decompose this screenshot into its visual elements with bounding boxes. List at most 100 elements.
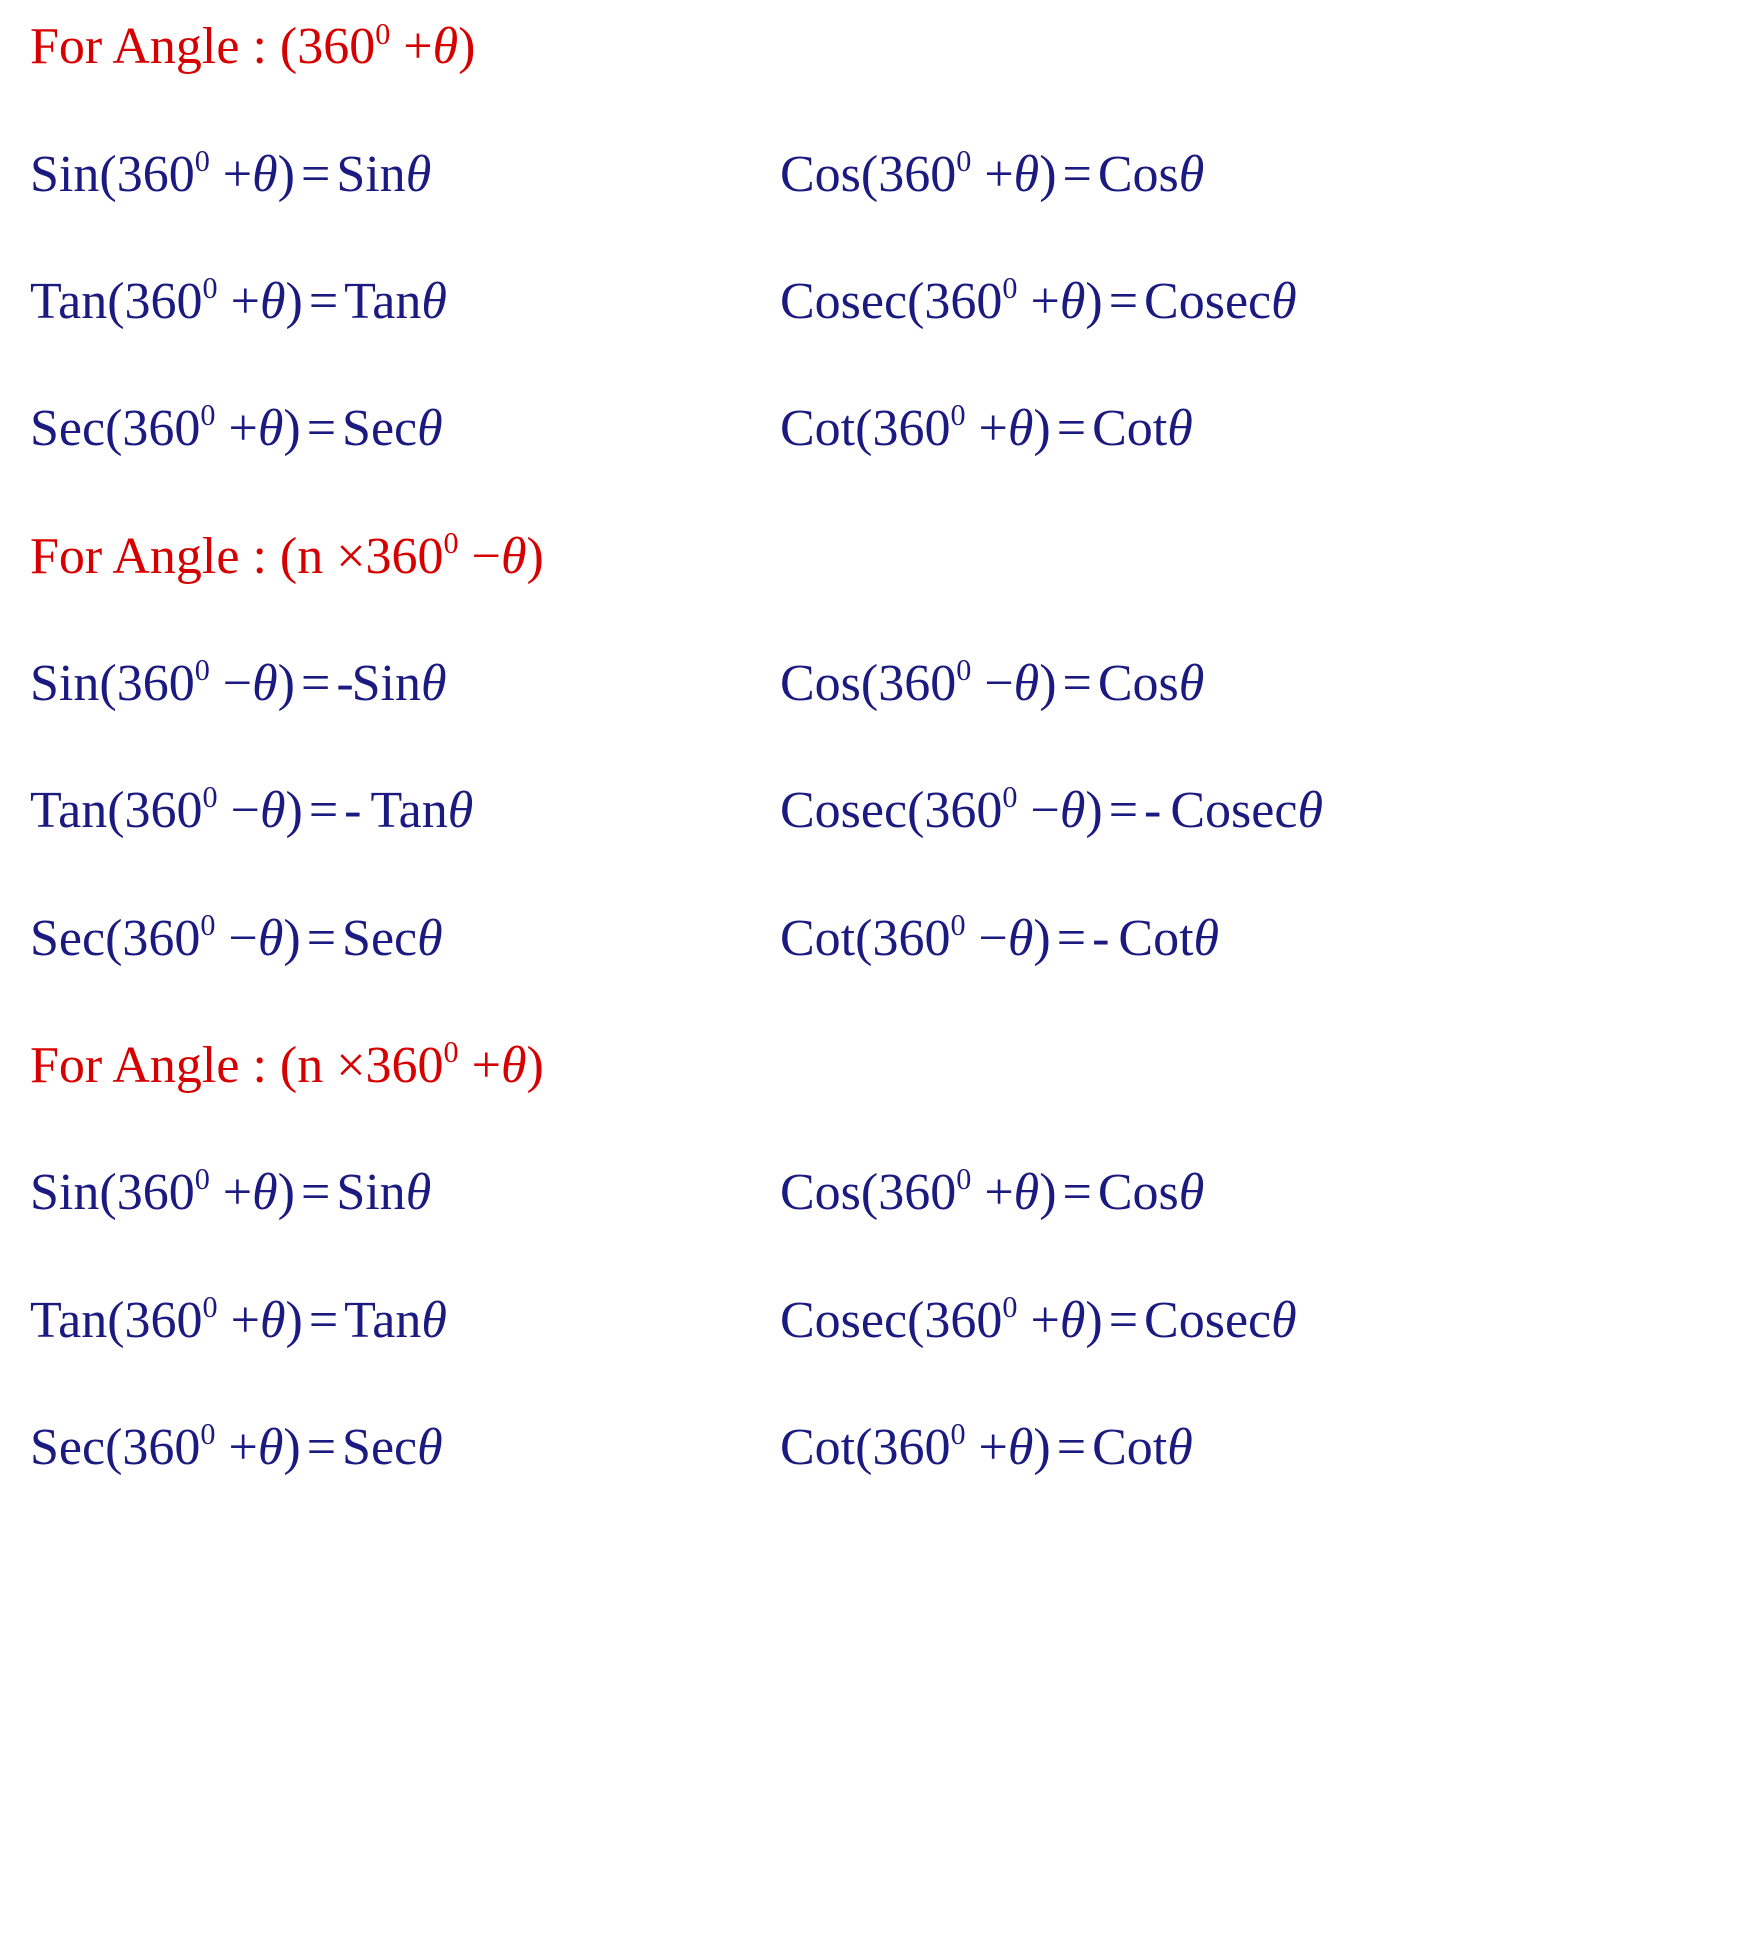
heading-prefix: For Angle : ( [30, 18, 297, 75]
formula-right: Cos(3600 −θ)=Cosθ [780, 655, 1204, 712]
rhs-theta: θ [1179, 655, 1205, 712]
heading-cell: For Angle : (n ×3600 −θ) [30, 529, 780, 582]
func-name: Sec [30, 400, 105, 457]
heading-prefix: For Angle : (n × [30, 1037, 366, 1094]
theta: θ [1008, 1419, 1034, 1476]
degree-sup: 0 [195, 1162, 210, 1196]
formula-right: Cot(3600 +θ)=Cotθ [780, 400, 1193, 457]
heading-row: For Angle : (3600 +θ) [30, 20, 1717, 73]
equals-sign: = [1057, 146, 1098, 203]
theta: θ [258, 910, 284, 967]
degree-sup: 0 [375, 17, 390, 51]
operator: + [979, 1419, 1008, 1476]
theta: θ [1060, 1292, 1086, 1349]
section-heading: For Angle : (n ×3600 −θ) [30, 528, 544, 585]
degree-base: 360 [872, 910, 950, 967]
rhs-func: Tan [344, 1292, 421, 1349]
formula-left: Tan(3600 +θ)=Tanθ [30, 273, 447, 330]
formula-left: Sec(3600 +θ)=Secθ [30, 400, 443, 457]
degree-sup: 0 [1002, 780, 1017, 814]
degree-sup: 0 [1002, 271, 1017, 305]
rhs-theta: θ [1271, 273, 1297, 330]
theta: θ [501, 528, 527, 585]
theta: θ [1008, 910, 1034, 967]
rhs-func: Sec [342, 1419, 417, 1476]
operator: − [472, 528, 501, 585]
formula-row: Tan(3600 +θ)=TanθCosec(3600 +θ)=Cosecθ [30, 275, 1717, 328]
formula-right: Cosec(3600 +θ)=Cosecθ [780, 1292, 1297, 1349]
rhs-theta: θ [421, 273, 447, 330]
equals-sign: = [295, 655, 336, 712]
rhs-func: Cos [1098, 146, 1179, 203]
degree-base: 360 [122, 910, 200, 967]
func-name: Cot [780, 400, 855, 457]
rhs-func: Sec [342, 400, 417, 457]
func-name: Cot [780, 910, 855, 967]
func-name: Tan [30, 782, 107, 839]
page: For Angle : (3600 +θ)Sin(3600 +θ)=SinθCo… [0, 0, 1747, 1534]
equals-sign: = [1057, 1164, 1098, 1221]
degree-base: 360 [122, 400, 200, 457]
degree-sup: 0 [950, 398, 965, 432]
theta: θ [252, 655, 278, 712]
rhs-func: Cos [1098, 655, 1179, 712]
rhs-sign: - [336, 655, 351, 712]
degree-sup: 0 [200, 398, 215, 432]
degree-sup: 0 [444, 1035, 459, 1069]
degree-sup: 0 [195, 653, 210, 687]
rhs-theta: θ [406, 146, 432, 203]
degree-base: 360 [117, 1164, 195, 1221]
heading-suffix: ) [458, 18, 475, 75]
func-name: Cot [780, 1419, 855, 1476]
formula-cell-right: Cos(3600 +θ)=Cosθ [780, 1166, 1717, 1219]
rhs-func: Cos [1098, 1164, 1179, 1221]
equals-sign: = [301, 400, 342, 457]
rhs-sign: - [1092, 910, 1118, 967]
func-name: Sec [30, 1419, 105, 1476]
rhs-theta: θ [421, 655, 447, 712]
rhs-theta: θ [417, 910, 443, 967]
theta: θ [1014, 1164, 1040, 1221]
rhs-func: Cot [1118, 910, 1193, 967]
rhs-theta: θ [1179, 146, 1205, 203]
formula-cell-right: Cot(3600 +θ)=Cotθ [780, 402, 1717, 455]
formula-row: Tan(3600 +θ)=TanθCosec(3600 +θ)=Cosecθ [30, 1293, 1717, 1346]
degree-sup: 0 [950, 908, 965, 942]
func-name: Cos [780, 655, 861, 712]
formula-cell-right: Cot(3600 −θ)=- Cotθ [780, 911, 1717, 964]
degree-sup: 0 [1002, 1290, 1017, 1324]
formula-row: Sin(3600 −θ)=-Sinθ Cos(3600 −θ)=Cosθ [30, 657, 1717, 710]
degree-sup: 0 [200, 908, 215, 942]
degree-base: 360 [366, 528, 444, 585]
equals-sign: = [1051, 1419, 1092, 1476]
degree-base: 360 [117, 655, 195, 712]
formula-left: Sin(3600 −θ)=-Sinθ [30, 655, 447, 712]
operator: − [979, 910, 1008, 967]
degree-sup: 0 [203, 780, 218, 814]
func-name: Cosec [780, 1292, 907, 1349]
formula-right: Cosec(3600 +θ)=Cosecθ [780, 273, 1297, 330]
theta: θ [1014, 146, 1040, 203]
rhs-func: Cot [1092, 400, 1167, 457]
rhs-sign: - [1144, 782, 1170, 839]
degree-base: 360 [878, 655, 956, 712]
func-name: Cosec [780, 273, 907, 330]
equals-sign: = [303, 782, 344, 839]
heading-row: For Angle : (n ×3600 −θ) [30, 529, 1717, 582]
equals-sign: = [301, 1419, 342, 1476]
formula-cell-left: Tan(3600 −θ)=- Tanθ [30, 784, 780, 837]
degree-base: 360 [872, 1419, 950, 1476]
formula-row: Sin(3600 +θ)=SinθCos(3600 +θ)=Cosθ [30, 147, 1717, 200]
rhs-theta: θ [1271, 1292, 1297, 1349]
equals-sign: = [1103, 273, 1144, 330]
rhs-theta: θ [1297, 782, 1323, 839]
degree-base: 360 [122, 1419, 200, 1476]
formula-cell-left: Sec(3600 −θ)=Secθ [30, 911, 780, 964]
formula-cell-right: Cos(3600 +θ)=Cosθ [780, 147, 1717, 200]
operator: + [231, 273, 260, 330]
operator: − [223, 655, 252, 712]
operator: − [231, 782, 260, 839]
formula-row: Tan(3600 −θ)=- TanθCosec(3600 −θ)=- Cose… [30, 784, 1717, 837]
degree-sup: 0 [203, 271, 218, 305]
formula-cell-right: Cosec(3600 −θ)=- Cosecθ [780, 784, 1717, 837]
